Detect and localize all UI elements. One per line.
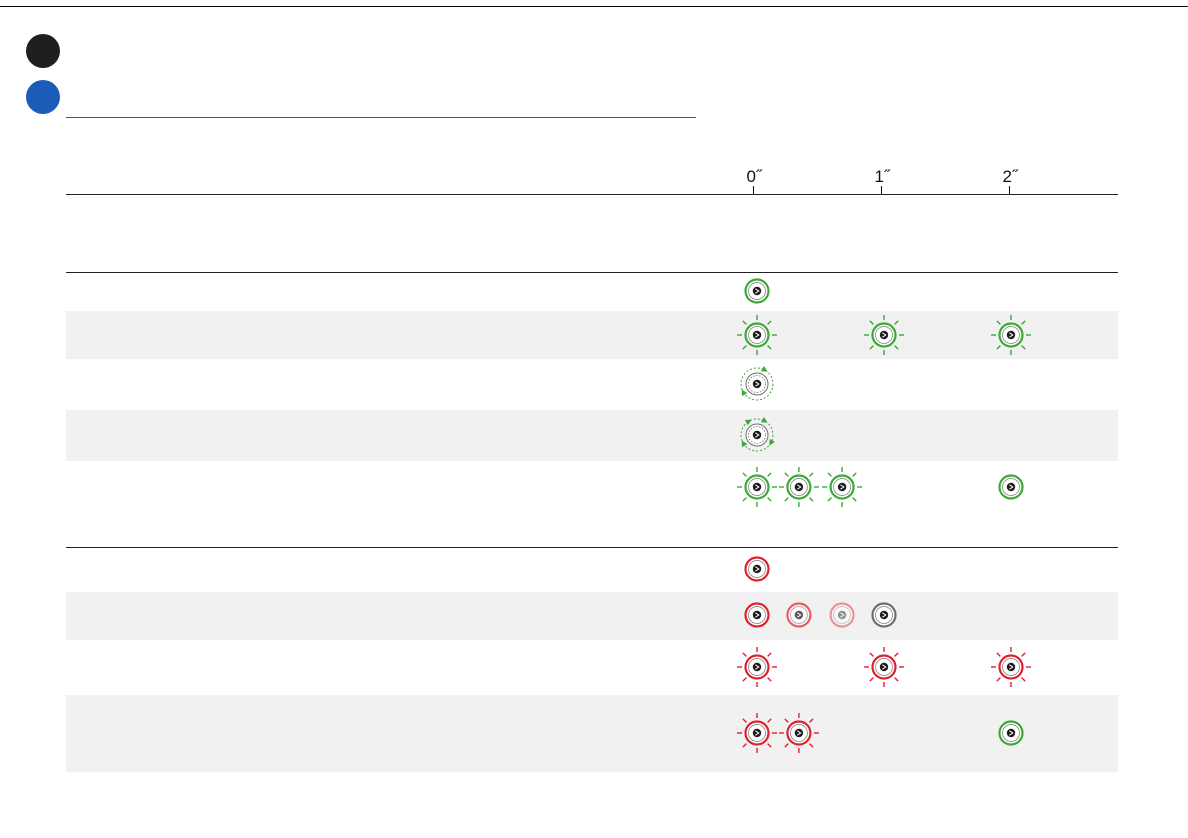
led-solid-green-icon bbox=[744, 278, 770, 304]
top-rule bbox=[0, 6, 1188, 7]
tick-label-1: 1˝ bbox=[874, 167, 890, 186]
led-flash-red-icon bbox=[778, 713, 819, 753]
led-flash-red-icon bbox=[737, 647, 777, 687]
tick-label-2: 2˝ bbox=[1002, 167, 1018, 186]
led-flash-red-icon bbox=[864, 647, 904, 687]
row-shade-4 bbox=[66, 410, 1118, 461]
red-section-rule bbox=[66, 547, 1118, 548]
led-solid-green-icon bbox=[998, 720, 1024, 746]
tick-mark-2 bbox=[1009, 186, 1010, 194]
led-flash-green-icon bbox=[822, 467, 863, 507]
led-flash-green-icon bbox=[737, 315, 777, 355]
led-solid-gray-icon bbox=[871, 602, 897, 628]
tick-label-0: 0˝ bbox=[746, 167, 762, 186]
led-solid-green-icon bbox=[998, 474, 1024, 500]
header-rule bbox=[66, 194, 1118, 195]
led-solid-red-icon bbox=[744, 602, 770, 628]
tick-mark-1 bbox=[881, 186, 882, 194]
title-underline bbox=[66, 117, 696, 118]
led-flash-green-icon bbox=[737, 467, 777, 507]
led-flash-red-icon bbox=[737, 713, 777, 753]
led-flash-green-icon bbox=[991, 315, 1031, 355]
led-rotate-cw-green-icon bbox=[740, 366, 774, 401]
led-rotate-both-green-icon bbox=[740, 417, 775, 452]
led-solid-red-icon bbox=[744, 556, 770, 582]
led-flash-green-icon bbox=[864, 315, 904, 355]
row-shade-2 bbox=[66, 311, 1118, 359]
tick-mark-0 bbox=[753, 186, 754, 194]
led-flash-green-icon bbox=[778, 467, 819, 507]
black-section-dot bbox=[26, 34, 60, 68]
row-shade-9 bbox=[66, 695, 1118, 772]
green-section-rule bbox=[66, 272, 1118, 273]
led-solid-red-icon bbox=[786, 602, 812, 628]
led-flash-red-icon bbox=[991, 647, 1031, 687]
blue-section-dot bbox=[26, 80, 60, 114]
led-solid-red-icon bbox=[829, 602, 855, 628]
row-shade-7 bbox=[66, 592, 1118, 640]
